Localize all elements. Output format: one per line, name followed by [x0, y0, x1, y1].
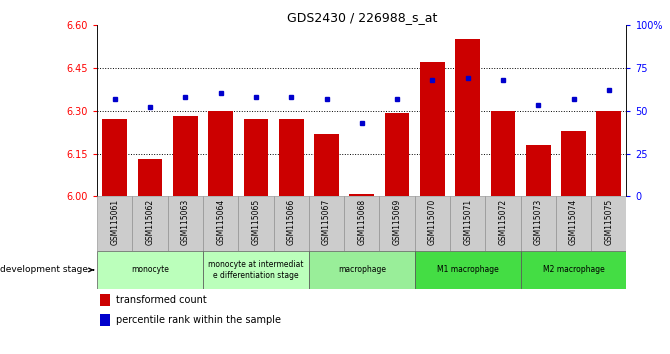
Bar	[591, 196, 626, 251]
Bar	[168, 196, 203, 251]
Bar	[521, 251, 626, 289]
Bar	[415, 251, 521, 289]
Bar	[450, 196, 485, 251]
Text: GSM115070: GSM115070	[428, 199, 437, 245]
Bar	[385, 114, 409, 196]
Text: GSM115066: GSM115066	[287, 199, 295, 245]
Text: percentile rank within the sample: percentile rank within the sample	[116, 315, 281, 325]
Bar	[273, 196, 309, 251]
Bar	[526, 145, 551, 196]
Text: GSM115069: GSM115069	[393, 199, 401, 245]
Text: monocyte: monocyte	[131, 266, 169, 274]
Bar	[350, 194, 374, 196]
Bar	[97, 251, 203, 289]
Bar	[133, 196, 168, 251]
Text: GSM115062: GSM115062	[145, 199, 155, 245]
Text: GSM115075: GSM115075	[604, 199, 613, 245]
Text: GSM115065: GSM115065	[251, 199, 261, 245]
Text: monocyte at intermediat
e differentiation stage: monocyte at intermediat e differentiatio…	[208, 260, 304, 280]
Bar	[596, 110, 621, 196]
Bar	[97, 196, 133, 251]
Bar	[521, 196, 556, 251]
Text: M2 macrophage: M2 macrophage	[543, 266, 604, 274]
Text: GSM115064: GSM115064	[216, 199, 225, 245]
Bar	[309, 196, 344, 251]
Bar	[138, 159, 162, 196]
Bar	[344, 196, 379, 251]
Bar	[490, 110, 515, 196]
Bar	[203, 196, 239, 251]
Text: GSM115073: GSM115073	[534, 199, 543, 245]
Text: M1 macrophage: M1 macrophage	[437, 266, 498, 274]
Text: GSM115071: GSM115071	[463, 199, 472, 245]
Text: GSM115063: GSM115063	[181, 199, 190, 245]
Bar	[279, 119, 304, 196]
Text: transformed count: transformed count	[116, 295, 207, 306]
Bar	[556, 196, 591, 251]
Text: GSM115061: GSM115061	[111, 199, 119, 245]
Title: GDS2430 / 226988_s_at: GDS2430 / 226988_s_at	[287, 11, 437, 24]
Bar	[208, 110, 233, 196]
Bar	[100, 295, 110, 306]
Bar	[456, 39, 480, 196]
Bar	[244, 119, 268, 196]
Bar	[173, 116, 198, 196]
Bar	[100, 314, 110, 326]
Bar	[103, 119, 127, 196]
Text: GSM115068: GSM115068	[357, 199, 366, 245]
Text: macrophage: macrophage	[338, 266, 386, 274]
Text: GSM115074: GSM115074	[569, 199, 578, 245]
Bar	[415, 196, 450, 251]
Bar	[239, 196, 273, 251]
Bar	[485, 196, 521, 251]
Bar	[379, 196, 415, 251]
Text: GSM115072: GSM115072	[498, 199, 507, 245]
Bar	[561, 131, 586, 196]
Bar	[314, 133, 339, 196]
Text: GSM115067: GSM115067	[322, 199, 331, 245]
Bar	[420, 62, 445, 196]
Bar	[203, 251, 309, 289]
Bar	[309, 251, 415, 289]
Text: development stage: development stage	[0, 266, 94, 274]
